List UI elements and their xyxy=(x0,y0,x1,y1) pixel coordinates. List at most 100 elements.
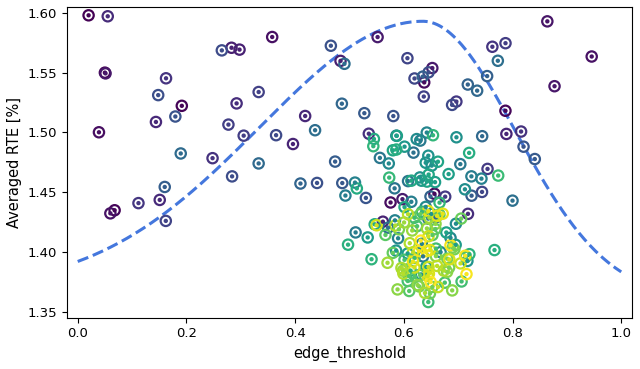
Point xyxy=(427,163,437,169)
Point xyxy=(456,215,467,221)
Point xyxy=(461,254,471,260)
Point xyxy=(416,272,426,277)
Point xyxy=(340,193,351,199)
Point xyxy=(477,133,487,139)
Point xyxy=(420,160,431,166)
Point xyxy=(343,242,353,248)
Point xyxy=(461,254,471,260)
Point xyxy=(177,103,187,109)
Point xyxy=(170,114,180,120)
Point xyxy=(369,136,379,142)
Point xyxy=(444,256,454,262)
Point xyxy=(456,279,467,284)
Point xyxy=(384,175,394,180)
Point xyxy=(422,130,432,135)
Point xyxy=(441,230,451,235)
Point xyxy=(399,220,409,225)
Point xyxy=(412,223,422,229)
Point xyxy=(406,199,417,205)
Point xyxy=(271,132,281,138)
Point xyxy=(352,186,362,192)
Point xyxy=(413,282,423,288)
Point xyxy=(337,101,347,107)
Point xyxy=(418,254,428,259)
Point xyxy=(424,271,434,277)
Point xyxy=(403,251,413,256)
Point xyxy=(467,193,477,199)
Point xyxy=(133,200,143,206)
Point xyxy=(464,251,474,257)
Point xyxy=(463,211,473,217)
Point xyxy=(159,184,170,190)
Point xyxy=(464,251,474,257)
Point xyxy=(477,189,487,195)
Point xyxy=(432,263,442,269)
Point xyxy=(424,215,435,221)
Point xyxy=(396,265,406,271)
Point xyxy=(391,248,401,254)
Point xyxy=(423,208,433,214)
Point xyxy=(421,264,431,270)
Point xyxy=(383,161,394,166)
Point xyxy=(445,235,456,241)
Point xyxy=(151,119,161,125)
Point xyxy=(403,211,413,217)
Point xyxy=(409,265,419,270)
Point xyxy=(424,271,434,277)
Point xyxy=(431,253,441,259)
Point xyxy=(404,273,414,279)
Point xyxy=(384,175,394,180)
Point xyxy=(404,288,414,294)
Point xyxy=(460,253,470,259)
Point xyxy=(425,247,435,253)
Point xyxy=(310,127,320,133)
Point xyxy=(390,185,400,191)
Point xyxy=(420,204,431,210)
Point xyxy=(424,264,434,270)
Point xyxy=(422,179,432,184)
Point xyxy=(367,256,377,262)
Point xyxy=(410,255,420,261)
Point xyxy=(412,136,422,142)
Point xyxy=(415,272,425,278)
Point xyxy=(417,241,427,247)
Point xyxy=(398,270,408,276)
Point xyxy=(414,283,424,289)
Point xyxy=(407,228,417,234)
Point xyxy=(431,221,441,227)
Point xyxy=(408,150,419,156)
Point xyxy=(383,260,393,266)
Point xyxy=(430,226,440,232)
Point xyxy=(427,65,437,71)
Point xyxy=(390,217,400,223)
Point xyxy=(339,61,349,67)
Point xyxy=(451,99,461,104)
Point xyxy=(493,58,503,64)
Point xyxy=(300,113,310,119)
Point xyxy=(500,40,511,46)
Point xyxy=(476,176,486,182)
Point xyxy=(426,194,436,200)
Point xyxy=(399,144,410,149)
Point xyxy=(109,207,120,213)
Point xyxy=(390,217,400,223)
Point xyxy=(397,196,408,202)
Point xyxy=(429,191,440,197)
Point xyxy=(175,151,186,156)
Point xyxy=(417,209,427,215)
Point xyxy=(94,129,104,135)
Point xyxy=(232,100,242,106)
Point xyxy=(337,180,348,186)
Point xyxy=(461,271,472,277)
Point xyxy=(423,299,433,305)
Point xyxy=(399,220,409,225)
Point xyxy=(422,225,432,231)
Point xyxy=(415,238,426,244)
Point xyxy=(449,246,460,252)
Point xyxy=(530,156,540,162)
Point xyxy=(460,186,470,192)
Point xyxy=(362,234,372,240)
Point xyxy=(432,213,442,219)
Point xyxy=(422,179,432,184)
Point xyxy=(410,215,420,221)
